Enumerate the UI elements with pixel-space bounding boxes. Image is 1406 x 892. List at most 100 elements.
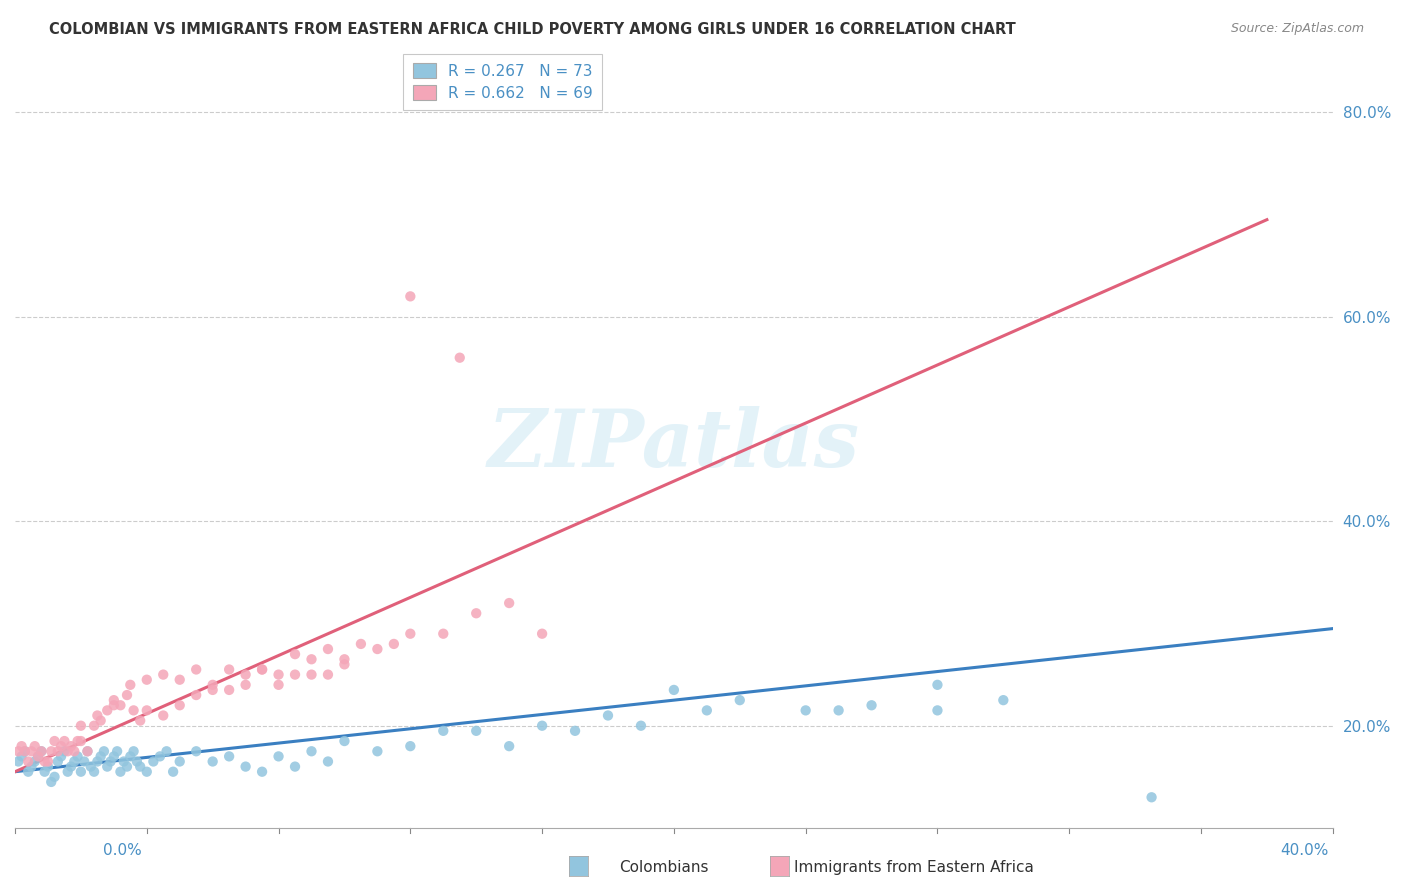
Point bbox=[267, 678, 290, 692]
Text: ZIPatlas: ZIPatlas bbox=[488, 406, 860, 483]
Text: Colombians: Colombians bbox=[619, 860, 709, 874]
Point bbox=[432, 723, 454, 738]
Point bbox=[34, 755, 56, 769]
Point bbox=[120, 749, 142, 764]
Point bbox=[20, 744, 42, 758]
Point bbox=[34, 764, 56, 779]
Point bbox=[316, 755, 339, 769]
Point bbox=[301, 744, 323, 758]
Point bbox=[37, 759, 59, 773]
Point bbox=[498, 739, 520, 754]
Point bbox=[53, 734, 76, 748]
Point bbox=[27, 749, 49, 764]
Point bbox=[10, 739, 32, 754]
Point bbox=[83, 719, 105, 733]
Point bbox=[432, 626, 454, 640]
Point bbox=[316, 642, 339, 657]
Point bbox=[449, 351, 471, 365]
Point bbox=[235, 759, 257, 773]
Point bbox=[115, 688, 138, 702]
Point bbox=[662, 682, 685, 697]
Point bbox=[129, 759, 152, 773]
Point bbox=[162, 764, 184, 779]
Point bbox=[37, 755, 59, 769]
Point bbox=[218, 749, 240, 764]
Point bbox=[60, 739, 83, 754]
Point bbox=[250, 663, 273, 677]
Point bbox=[17, 764, 39, 779]
Point bbox=[152, 708, 174, 723]
Point bbox=[66, 749, 89, 764]
Point bbox=[630, 719, 652, 733]
Point bbox=[382, 637, 405, 651]
Point bbox=[120, 678, 142, 692]
Point bbox=[152, 667, 174, 681]
Point bbox=[70, 734, 93, 748]
Text: 0.0%: 0.0% bbox=[103, 843, 142, 858]
Point bbox=[115, 759, 138, 773]
Point bbox=[110, 764, 132, 779]
Point bbox=[366, 744, 388, 758]
Point bbox=[333, 652, 356, 666]
Text: 40.0%: 40.0% bbox=[1281, 843, 1329, 858]
Point bbox=[218, 663, 240, 677]
Text: Immigrants from Eastern Africa: Immigrants from Eastern Africa bbox=[794, 860, 1035, 874]
Point bbox=[564, 723, 586, 738]
Point bbox=[90, 749, 112, 764]
Point bbox=[49, 749, 72, 764]
Point bbox=[53, 744, 76, 758]
Point bbox=[301, 667, 323, 681]
Point bbox=[90, 714, 112, 728]
Point bbox=[596, 708, 619, 723]
Point bbox=[155, 744, 177, 758]
Point bbox=[112, 755, 135, 769]
Point bbox=[20, 759, 42, 773]
Point bbox=[235, 667, 257, 681]
Point bbox=[56, 744, 79, 758]
Point bbox=[399, 739, 422, 754]
Point bbox=[125, 755, 148, 769]
Point bbox=[76, 744, 98, 758]
Point bbox=[80, 759, 103, 773]
Text: COLOMBIAN VS IMMIGRANTS FROM EASTERN AFRICA CHILD POVERTY AMONG GIRLS UNDER 16 C: COLOMBIAN VS IMMIGRANTS FROM EASTERN AFR… bbox=[49, 22, 1017, 37]
Point bbox=[142, 755, 165, 769]
Point bbox=[122, 703, 145, 717]
Point bbox=[49, 739, 72, 754]
Point bbox=[44, 770, 66, 784]
Point bbox=[46, 744, 69, 758]
Point bbox=[927, 703, 949, 717]
Point bbox=[201, 755, 224, 769]
Point bbox=[10, 749, 32, 764]
Point bbox=[1140, 790, 1163, 805]
Point bbox=[66, 734, 89, 748]
Point bbox=[169, 673, 191, 687]
Point bbox=[284, 647, 307, 661]
Point bbox=[135, 673, 157, 687]
Point bbox=[30, 744, 52, 758]
Point bbox=[105, 744, 128, 758]
Point bbox=[7, 744, 30, 758]
Point bbox=[96, 703, 118, 717]
Point bbox=[24, 755, 46, 769]
Point bbox=[350, 637, 373, 651]
Point bbox=[235, 678, 257, 692]
Point bbox=[135, 764, 157, 779]
Point bbox=[186, 663, 208, 677]
Point bbox=[333, 734, 356, 748]
Point bbox=[201, 678, 224, 692]
Point bbox=[316, 667, 339, 681]
Point bbox=[63, 755, 86, 769]
Point bbox=[399, 626, 422, 640]
Point bbox=[301, 652, 323, 666]
Point bbox=[76, 744, 98, 758]
Point bbox=[83, 764, 105, 779]
Point bbox=[60, 759, 83, 773]
Point bbox=[696, 703, 718, 717]
Point bbox=[56, 764, 79, 779]
Point bbox=[465, 607, 488, 621]
Point bbox=[44, 734, 66, 748]
Point bbox=[39, 775, 62, 789]
Point bbox=[7, 755, 30, 769]
Point bbox=[465, 723, 488, 738]
Point bbox=[333, 657, 356, 672]
